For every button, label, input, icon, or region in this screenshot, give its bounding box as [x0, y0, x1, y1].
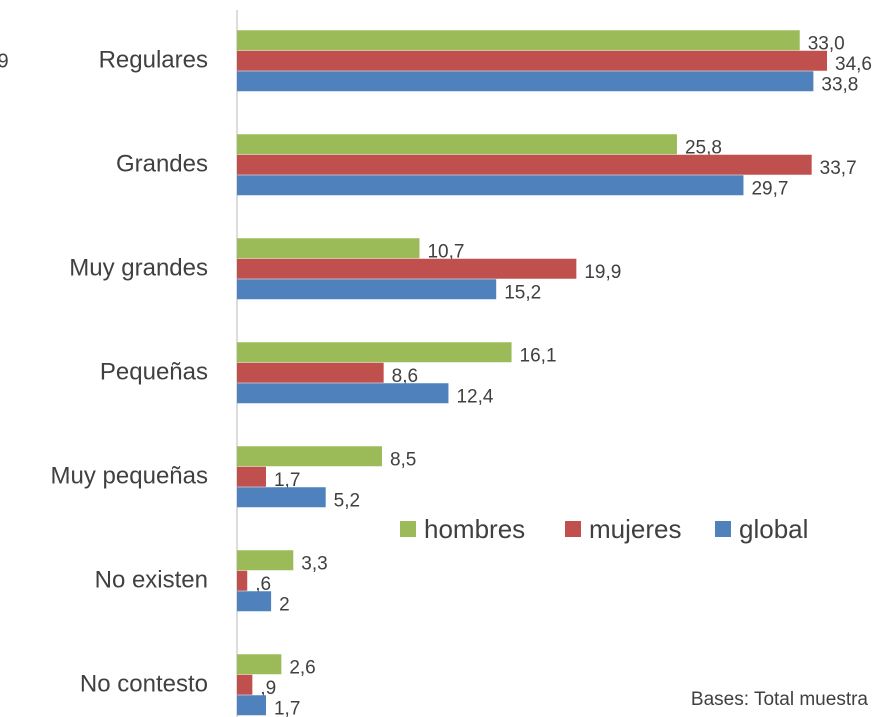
legend-swatch — [715, 521, 731, 537]
bar — [237, 570, 248, 591]
legend-swatch — [565, 521, 581, 537]
bar — [237, 258, 577, 279]
data-label: 8,6 — [392, 366, 418, 387]
bar — [237, 550, 294, 571]
y-tick-label: Regulares — [99, 46, 208, 73]
bar — [237, 342, 512, 363]
legend-label: mujeres — [589, 514, 681, 544]
data-label: 1,7 — [274, 699, 300, 717]
data-label: 33,7 — [820, 158, 857, 179]
data-label: 33,8 — [821, 75, 858, 96]
data-label: 1,7 — [274, 470, 300, 491]
data-label: 29,7 — [751, 179, 788, 200]
data-label: ,9 — [260, 678, 276, 699]
bar — [237, 71, 814, 92]
bar — [237, 654, 282, 675]
bar — [237, 383, 449, 404]
annotation: ,9 — [0, 50, 9, 72]
bar — [237, 466, 266, 487]
bar — [237, 279, 497, 300]
y-tick-label: Muy grandes — [69, 254, 208, 281]
bar — [237, 487, 326, 508]
data-label: 33,0 — [808, 34, 845, 55]
bar — [237, 674, 253, 695]
data-label: 10,7 — [427, 242, 464, 263]
bar — [237, 154, 812, 175]
data-label: 25,8 — [685, 138, 722, 159]
data-label: 2 — [279, 595, 290, 616]
data-label: 34,6 — [835, 54, 872, 75]
legend-swatch — [400, 521, 416, 537]
bar — [237, 30, 800, 51]
data-label: 3,3 — [301, 554, 327, 575]
bar — [237, 591, 272, 612]
legend-label: hombres — [424, 514, 525, 544]
bar — [237, 695, 266, 716]
y-tick-label: Pequeñas — [100, 358, 208, 385]
bar — [237, 362, 384, 383]
bar — [237, 50, 828, 71]
data-label: 16,1 — [520, 346, 557, 367]
data-label: 19,9 — [584, 262, 621, 283]
data-label: 8,5 — [390, 450, 416, 471]
bar — [237, 134, 677, 155]
data-label: 12,4 — [456, 387, 493, 408]
bar — [237, 238, 420, 259]
note: Bases: Total muestra — [691, 689, 869, 710]
bar — [237, 175, 744, 196]
data-label: 5,2 — [334, 491, 360, 512]
y-tick-label: Muy pequeñas — [51, 462, 208, 489]
data-label: ,6 — [255, 574, 271, 595]
data-label: 2,6 — [289, 658, 315, 679]
y-tick-label: Grandes — [116, 150, 208, 177]
legend-label: global — [739, 514, 808, 544]
data-label: 15,2 — [504, 283, 541, 304]
y-tick-label: No contesto — [80, 670, 208, 697]
bar — [237, 446, 382, 467]
y-tick-label: No existen — [95, 566, 208, 593]
